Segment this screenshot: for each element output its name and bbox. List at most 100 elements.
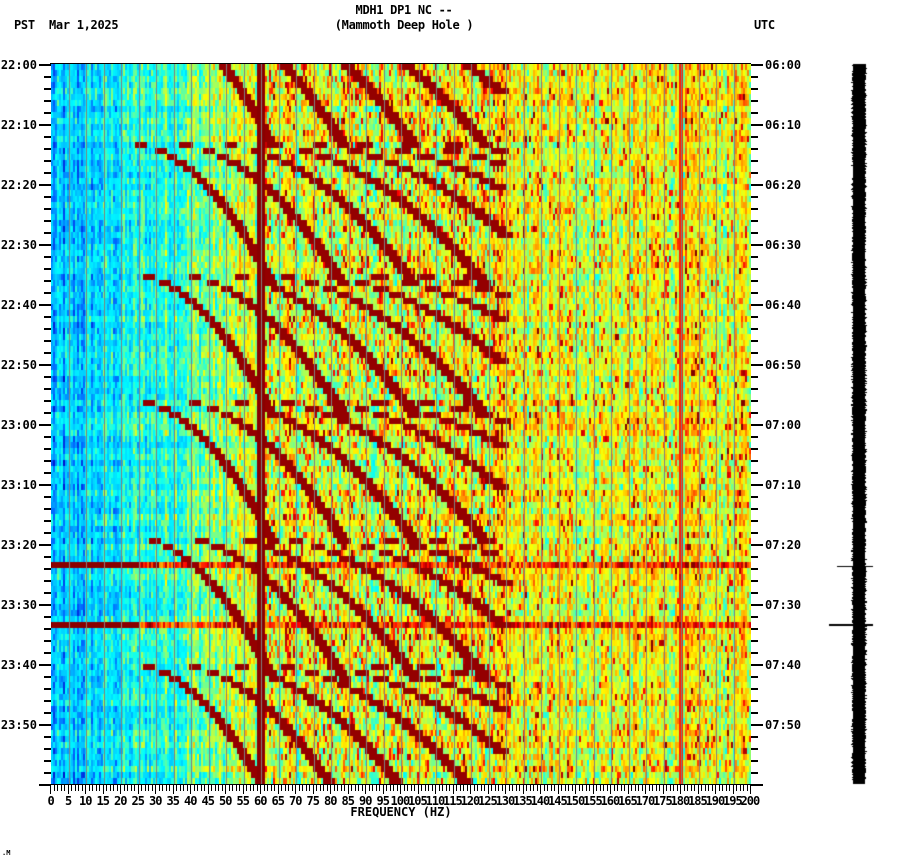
frequency-tick-label: 185 — [688, 794, 708, 808]
x-minor-tick — [148, 784, 149, 791]
left-minor-tick — [44, 352, 51, 354]
right-minor-tick — [751, 448, 758, 450]
x-minor-tick — [652, 784, 653, 791]
frequency-tick-label: 100 — [390, 794, 411, 808]
right-minor-tick — [751, 580, 758, 582]
seismogram-canvas — [815, 60, 902, 790]
x-minor-tick — [229, 784, 230, 791]
x-minor-tick — [99, 784, 100, 791]
left-minor-tick — [44, 208, 51, 210]
x-minor-tick — [736, 784, 737, 791]
left-minor-tick — [44, 136, 51, 138]
right-timezone-label: UTC — [754, 18, 775, 32]
x-minor-tick — [250, 784, 251, 791]
x-minor-tick — [421, 784, 422, 791]
left-minor-tick — [44, 268, 51, 270]
right-minor-tick — [751, 472, 758, 474]
x-minor-tick — [638, 784, 639, 791]
x-minor-tick — [306, 784, 307, 791]
x-minor-tick — [218, 784, 219, 791]
left-time-label: 22:10 — [0, 118, 37, 132]
x-minor-tick — [407, 784, 408, 791]
frequency-tick-label: 120 — [460, 794, 481, 808]
x-major-tick — [750, 784, 751, 794]
right-minor-tick — [751, 388, 758, 390]
x-minor-tick — [586, 784, 587, 791]
frequency-tick-label: 15 — [96, 794, 110, 808]
left-time-label: 23:00 — [0, 418, 37, 432]
right-minor-tick — [751, 100, 758, 102]
x-minor-tick — [614, 784, 615, 791]
left-minor-tick — [44, 388, 51, 390]
right-major-tick — [751, 724, 763, 726]
x-major-tick — [155, 784, 156, 794]
right-minor-tick — [751, 256, 758, 258]
x-minor-tick — [463, 784, 464, 791]
left-minor-tick — [44, 232, 51, 234]
x-minor-tick — [267, 784, 268, 791]
x-minor-tick — [302, 784, 303, 791]
x-minor-tick — [358, 784, 359, 791]
x-minor-tick — [631, 784, 632, 791]
x-minor-tick — [659, 784, 660, 791]
left-time-label: 22:50 — [0, 358, 37, 372]
right-minor-tick — [751, 700, 758, 702]
frequency-tick-label: 135 — [513, 794, 533, 808]
x-minor-tick — [456, 784, 457, 791]
x-minor-tick — [565, 784, 566, 791]
x-minor-tick — [183, 784, 184, 791]
right-time-label: 06:20 — [765, 178, 802, 192]
x-minor-tick — [719, 784, 720, 791]
x-minor-tick — [404, 784, 405, 791]
frequency-tick-label: 195 — [723, 794, 743, 808]
frequency-tick-label: 30 — [149, 794, 162, 808]
x-major-tick — [610, 784, 611, 794]
x-minor-tick — [369, 784, 370, 791]
left-minor-tick — [44, 256, 51, 258]
x-major-tick — [628, 784, 629, 794]
right-minor-tick — [751, 772, 758, 774]
right-minor-tick — [751, 748, 758, 750]
frequency-tick-label: 115 — [443, 794, 463, 808]
x-major-tick — [365, 784, 366, 794]
x-minor-tick — [194, 784, 195, 791]
frequency-tick-label: 95 — [376, 794, 390, 808]
x-minor-tick — [344, 784, 345, 791]
x-minor-tick — [82, 784, 83, 791]
x-minor-tick — [649, 784, 650, 791]
x-minor-tick — [176, 784, 177, 791]
left-minor-tick — [44, 508, 51, 510]
left-minor-tick — [44, 196, 51, 198]
frequency-tick-label: 25 — [131, 794, 145, 808]
x-minor-tick — [386, 784, 387, 791]
x-major-tick — [383, 784, 384, 794]
left-minor-tick — [44, 496, 51, 498]
x-minor-tick — [544, 784, 545, 791]
x-minor-tick — [726, 784, 727, 791]
frequency-tick-label: 140 — [530, 794, 551, 808]
x-major-tick — [190, 784, 191, 794]
frequency-tick-label: 125 — [478, 794, 498, 808]
left-major-tick — [39, 604, 51, 606]
right-minor-tick — [751, 460, 758, 462]
left-major-tick — [39, 364, 51, 366]
x-minor-tick — [351, 784, 352, 791]
frequency-tick-label: 50 — [219, 794, 232, 808]
spectrogram-canvas — [51, 64, 751, 784]
x-major-tick — [733, 784, 734, 794]
x-minor-tick — [379, 784, 380, 791]
x-minor-tick — [607, 784, 608, 791]
right-minor-tick — [751, 172, 758, 174]
x-minor-tick — [204, 784, 205, 791]
x-minor-tick — [509, 784, 510, 791]
right-major-tick — [751, 664, 763, 666]
right-minor-tick — [751, 532, 758, 534]
x-major-tick — [173, 784, 174, 794]
x-minor-tick — [747, 784, 748, 791]
x-major-tick — [575, 784, 576, 794]
x-minor-tick — [110, 784, 111, 791]
right-minor-tick — [751, 400, 758, 402]
x-minor-tick — [180, 784, 181, 791]
left-minor-tick — [44, 376, 51, 378]
x-minor-tick — [617, 784, 618, 791]
